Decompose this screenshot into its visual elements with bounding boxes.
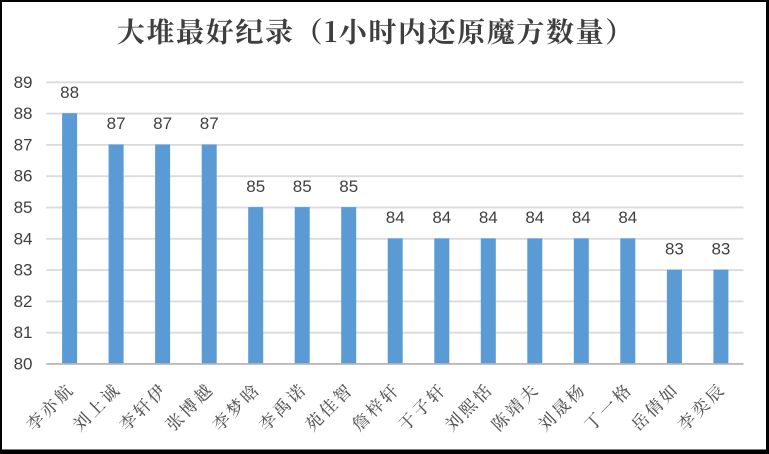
svg-text:85: 85 [246, 177, 265, 196]
svg-text:89: 89 [14, 73, 33, 92]
svg-text:83: 83 [711, 239, 730, 258]
svg-text:87: 87 [153, 114, 172, 133]
svg-text:87: 87 [107, 114, 126, 133]
svg-text:83: 83 [14, 261, 33, 280]
svg-text:87: 87 [200, 114, 219, 133]
svg-text:84: 84 [525, 208, 544, 227]
svg-text:88: 88 [14, 104, 33, 123]
svg-text:87: 87 [14, 135, 33, 154]
svg-text:83: 83 [665, 239, 684, 258]
svg-text:85: 85 [293, 177, 312, 196]
svg-text:86: 86 [14, 167, 33, 186]
svg-text:88: 88 [60, 83, 79, 102]
svg-text:80: 80 [14, 355, 33, 374]
svg-text:81: 81 [14, 323, 33, 342]
svg-text:84: 84 [432, 208, 451, 227]
svg-text:84: 84 [386, 208, 405, 227]
svg-text:82: 82 [14, 292, 33, 311]
svg-text:84: 84 [618, 208, 637, 227]
svg-text:84: 84 [479, 208, 498, 227]
svg-text:85: 85 [14, 198, 33, 217]
svg-text:84: 84 [572, 208, 591, 227]
svg-text:84: 84 [14, 229, 33, 248]
svg-text:85: 85 [339, 177, 358, 196]
